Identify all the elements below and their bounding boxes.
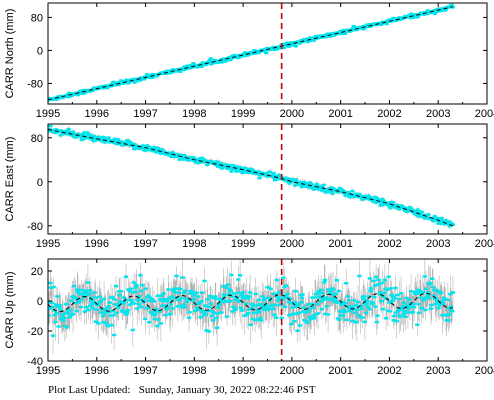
x-tick-label: 1996 — [85, 108, 109, 120]
y-tick-label: 0 — [37, 45, 43, 57]
model-line — [48, 129, 454, 227]
x-tick-label: 2002 — [377, 365, 401, 377]
y-tick-label: -80 — [27, 221, 43, 233]
data-points — [48, 124, 456, 228]
y-tick-label: 80 — [31, 12, 43, 24]
x-tick-label: 1998 — [182, 108, 206, 120]
data-point-path — [48, 124, 456, 228]
x-tick-label: 2004 — [475, 238, 494, 250]
x-tick-label: 1996 — [85, 238, 109, 250]
x-tick-label: 1995 — [36, 365, 60, 377]
x-tick-label: 1999 — [231, 365, 255, 377]
footer-label: Plot Last Updated: — [48, 384, 131, 396]
x-tick-label: 2000 — [280, 238, 304, 250]
x-tick-label: 2001 — [328, 238, 352, 250]
x-tick-label: 2003 — [426, 108, 450, 120]
y-tick-label: 80 — [31, 133, 43, 145]
panel-up: 1995 1996 1997 1998 1999 2000 2001 2002 2003 2004… — [4, 258, 494, 377]
x-tick-label: 1997 — [133, 108, 157, 120]
x-tick-label: 1997 — [133, 238, 157, 250]
x-tick-label: 1998 — [182, 365, 206, 377]
x-tick-label: 2002 — [377, 238, 401, 250]
x-tick-label: 2000 — [280, 365, 304, 377]
y-tick-label: 0 — [37, 296, 43, 308]
x-tick-label: 2001 — [328, 365, 352, 377]
data-points — [48, 273, 456, 337]
data-points — [48, 3, 456, 102]
x-tick-label: 2002 — [377, 108, 401, 120]
x-tick-label: 1999 — [231, 108, 255, 120]
y-tick-label: -40 — [27, 356, 43, 368]
model-line — [48, 292, 453, 313]
x-tick-label: 2004 — [475, 108, 494, 120]
x-tick-label: 1999 — [231, 238, 255, 250]
y-tick-label: -20 — [27, 326, 43, 338]
x-tick-label: 1996 — [85, 365, 109, 377]
y-tick-label: 0 — [37, 177, 43, 189]
x-tick-label: 2003 — [426, 365, 450, 377]
panel-east: 1995 1996 1997 1998 1999 2000 2001 2002 2003 2004… — [4, 123, 494, 250]
x-tick-label: 1998 — [182, 238, 206, 250]
x-tick-label: 1995 — [36, 238, 60, 250]
y-tick-label: -80 — [27, 78, 43, 90]
x-tick-label: 1995 — [36, 108, 60, 120]
x-tick-label: 2004 — [475, 365, 494, 377]
x-tick-label: 2003 — [426, 238, 450, 250]
footer: Plot Last Updated: Sunday, January 30, 2… — [48, 384, 316, 396]
x-tick-label: 2000 — [280, 108, 304, 120]
y-axis-label: CARR North (mm) — [4, 9, 16, 99]
y-axis-label: CARR East (mm) — [4, 137, 16, 222]
x-tick-label: 2001 — [328, 108, 352, 120]
panel-north: 1995 1996 1997 1998 1999 2000 2001 2002 2003 2004… — [4, 2, 494, 120]
y-axis-label: CARR Up (mm) — [4, 272, 16, 349]
data-point-path — [48, 273, 456, 337]
data-point-path — [48, 3, 456, 102]
model-line — [48, 6, 454, 101]
footer-timestamp: Sunday, January 30, 2022 08:22:46 PST — [138, 384, 316, 396]
x-tick-label: 1997 — [133, 365, 157, 377]
y-tick-label: 20 — [31, 266, 43, 278]
